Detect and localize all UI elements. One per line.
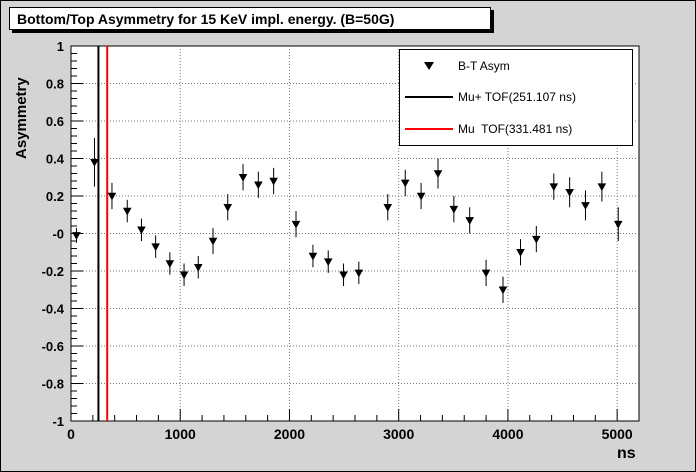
x-tick-label: 1000: [165, 426, 196, 442]
x-tick-label: 3000: [383, 426, 414, 442]
data-point: [308, 252, 318, 261]
y-tick-label: -1: [52, 414, 64, 429]
data-point: [323, 258, 333, 267]
x-axis-label: ns: [617, 445, 636, 462]
data-point: [165, 260, 175, 268]
data-point: [613, 220, 623, 229]
data-point: [291, 220, 301, 229]
legend-symbol-cell: [400, 96, 458, 99]
red-line-swatch-icon: [405, 128, 453, 131]
y-tick-label: -0.8: [42, 377, 64, 392]
data-point: [400, 179, 410, 188]
data-point: [72, 232, 81, 240]
plot-title-box: Bottom/Top Asymmetry for 15 KeV impl. en…: [9, 7, 491, 30]
y-axis-label: Asymmetry: [13, 77, 30, 159]
data-point: [416, 192, 426, 201]
data-point: [151, 243, 160, 252]
legend-label-bt-asym: B-T Asym: [458, 58, 510, 73]
y-tick-label: 1: [57, 39, 64, 54]
black-line-swatch-icon: [405, 96, 453, 99]
y-tick-label: -0.6: [42, 339, 64, 354]
data-point: [565, 189, 574, 197]
data-point: [383, 204, 393, 212]
data-point: [581, 202, 590, 210]
y-tick-label: 0.4: [46, 152, 65, 167]
data-point: [433, 170, 443, 178]
data-point: [254, 181, 263, 190]
data-point: [597, 183, 607, 192]
data-point: [179, 271, 189, 280]
x-tick-label: 0: [67, 426, 75, 442]
data-point: [107, 192, 117, 201]
legend-symbol-cell: [400, 128, 458, 131]
legend-symbol-cell: [400, 61, 458, 70]
data-point: [449, 205, 459, 214]
triangle-down-marker-icon: [424, 61, 434, 70]
legend-entry-mu-tof: Mu TOF(331.481 ns): [400, 114, 632, 144]
data-point: [481, 269, 491, 278]
data-point: [208, 237, 218, 246]
plot-title: Bottom/Top Asymmetry for 15 KeV impl. en…: [17, 10, 395, 27]
data-point: [238, 174, 248, 182]
data-point: [90, 159, 99, 167]
data-point: [465, 217, 474, 225]
data-point: [549, 183, 559, 192]
data-point: [223, 204, 233, 212]
legend: B-T Asym Mu+ TOF(251.107 ns) Mu TOF(331.…: [399, 49, 633, 146]
legend-entry-bt-asym: B-T Asym: [400, 51, 632, 81]
y-tick-label: -0.2: [42, 264, 64, 279]
data-point: [516, 249, 525, 257]
data-point: [193, 264, 203, 272]
data-point: [137, 226, 146, 235]
y-tick-label: -0.4: [42, 302, 65, 317]
y-tick-label: 0.6: [46, 114, 64, 129]
x-tick-label: 2000: [274, 426, 305, 442]
data-point: [122, 207, 132, 216]
y-tick-label: 0.8: [46, 77, 64, 92]
data-point: [269, 177, 278, 186]
y-tick-label: 0.2: [46, 189, 64, 204]
data-point: [339, 271, 348, 280]
y-tick-label: -0: [52, 227, 64, 242]
x-tick-label: 4000: [492, 426, 523, 442]
legend-entry-mu-plus-tof: Mu+ TOF(251.107 ns): [400, 82, 632, 112]
x-tick-label: 5000: [602, 426, 633, 442]
data-point: [498, 286, 508, 295]
data-point: [354, 269, 364, 278]
legend-label-mu-tof: Mu TOF(331.481 ns): [458, 122, 573, 137]
legend-label-mu-plus-tof: Mu+ TOF(251.107 ns): [458, 90, 576, 105]
data-point: [532, 235, 541, 244]
